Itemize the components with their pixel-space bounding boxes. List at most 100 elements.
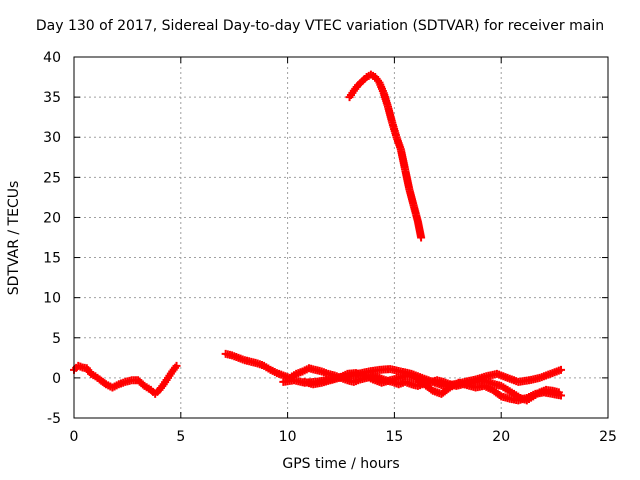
data-point-trail — [328, 374, 341, 384]
data-point-trail — [319, 376, 333, 387]
y-tick-label: 0 — [52, 371, 61, 387]
data-point-trail — [294, 368, 305, 378]
data-point-trail — [413, 375, 427, 388]
data-point-trail — [542, 388, 555, 398]
data-point-trail — [84, 366, 94, 377]
data-point-trail — [388, 374, 401, 384]
data-point-trail — [313, 366, 324, 375]
data-point-trail — [516, 394, 529, 404]
data-point-trail — [405, 372, 418, 382]
data-point-trail — [97, 376, 109, 388]
y-tick-label: 30 — [43, 130, 61, 146]
data-point-trail — [439, 384, 453, 397]
data-point-trail — [396, 378, 407, 388]
y-tick-label: 15 — [43, 251, 61, 267]
data-point-trail — [311, 379, 324, 388]
data-point-trail — [351, 82, 361, 93]
data-point-trail — [268, 366, 279, 377]
x-tick-label: 25 — [599, 429, 617, 445]
data-point-trail — [533, 388, 546, 398]
data-point-trail — [116, 378, 128, 388]
data-point-trail — [281, 372, 292, 382]
data-point-trail — [319, 368, 331, 378]
data-point-trail — [403, 378, 414, 388]
data-point-trail — [165, 369, 175, 380]
data-point-trail — [307, 364, 318, 374]
data-point-trail — [371, 372, 382, 382]
data-point-trail — [473, 382, 486, 392]
data-point-trail — [142, 383, 153, 393]
data-point-trail — [236, 354, 247, 364]
x-tick-label: 15 — [385, 429, 403, 445]
data-point-trail — [422, 381, 436, 394]
data-point-trail — [129, 376, 140, 385]
data-point-trail — [499, 392, 512, 403]
data-point-trail — [354, 369, 367, 379]
data-point-trail — [104, 381, 115, 391]
data-point-trail — [345, 376, 356, 386]
data-point-trail — [326, 370, 337, 379]
y-tick-label: 35 — [43, 90, 61, 106]
chart-title: Day 130 of 2017, Sidereal Day-to-day VTE… — [35, 18, 605, 34]
y-tick-label: 40 — [43, 50, 61, 66]
data-point-trail — [401, 167, 413, 192]
data-point-trail — [110, 381, 121, 391]
axis-ticks: 0 5 10 15 20 25 -5 0 5 10 15 20 25 30 35 40 — [43, 50, 617, 445]
data-point-trail — [550, 390, 563, 400]
data-point-trail — [524, 390, 538, 401]
data-point-trail — [161, 376, 171, 387]
data-point-trail — [414, 219, 425, 240]
series-segment-1 — [70, 361, 181, 398]
data-point-trail — [430, 387, 444, 398]
data-point-trail — [512, 391, 523, 401]
data-point — [557, 391, 566, 400]
data-point-trail — [287, 371, 299, 381]
data-point-trail — [465, 381, 478, 391]
data-point-trail — [397, 147, 409, 172]
data-point-trail — [337, 370, 350, 381]
x-tick-label: 20 — [492, 429, 510, 445]
data-point-trail — [223, 350, 234, 359]
y-tick-label: 10 — [43, 291, 61, 307]
data-point — [557, 365, 566, 374]
data-point-trail — [135, 377, 147, 389]
y-tick-label: 20 — [43, 210, 61, 226]
x-tick-label: 0 — [70, 429, 79, 445]
x-tick-label: 10 — [279, 429, 297, 445]
data-point-trail — [482, 382, 495, 393]
data-point-trail — [377, 374, 388, 384]
data-point-trail — [490, 387, 504, 400]
data-point-trail — [262, 363, 273, 373]
y-tick-label: 5 — [52, 331, 61, 347]
data-point-trail — [396, 372, 410, 382]
grid-lines — [74, 57, 608, 418]
series-segment-4 — [300, 369, 566, 405]
data-point-trail — [346, 88, 357, 99]
data-point-trail — [358, 374, 369, 383]
data-point-trail — [379, 376, 392, 387]
series-segment-5 — [345, 70, 426, 242]
plot-frame — [73, 56, 609, 419]
data-point-trail — [230, 352, 241, 362]
data-point-trail — [507, 395, 521, 404]
data-point-trail — [405, 187, 418, 208]
data-point — [417, 233, 426, 242]
data-point-trail — [486, 378, 497, 388]
data-point-trail — [300, 365, 311, 375]
data-point-trail — [169, 363, 180, 374]
x-axis-label: GPS time / hours — [282, 456, 400, 472]
data-point-trail — [371, 376, 384, 386]
data-point-trail — [275, 369, 286, 379]
data-point-trail — [492, 380, 504, 390]
data-point-trail — [499, 383, 510, 393]
data-point-trail — [249, 358, 260, 367]
data-point-trail — [302, 378, 316, 388]
data-point-trail — [345, 369, 358, 378]
data-point-trail — [448, 379, 461, 391]
data-point-trail — [255, 360, 266, 370]
y-tick-label: -5 — [47, 411, 61, 427]
data-point-trail — [372, 74, 383, 85]
data-point-trail — [456, 379, 469, 389]
data-point-trail — [409, 380, 420, 390]
